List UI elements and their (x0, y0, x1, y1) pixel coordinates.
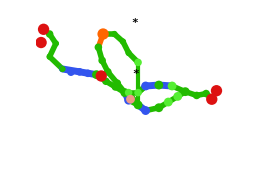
Circle shape (59, 66, 66, 72)
Circle shape (67, 68, 75, 76)
Circle shape (155, 81, 163, 89)
Circle shape (155, 103, 163, 112)
Circle shape (168, 82, 176, 90)
Circle shape (120, 88, 129, 97)
Circle shape (97, 28, 109, 40)
Circle shape (141, 106, 150, 115)
Circle shape (202, 90, 210, 97)
Circle shape (96, 70, 107, 82)
Text: *: * (133, 69, 140, 79)
Circle shape (114, 79, 121, 87)
Circle shape (112, 83, 119, 91)
Circle shape (120, 38, 126, 45)
Circle shape (98, 57, 106, 64)
Circle shape (92, 70, 101, 79)
Circle shape (206, 94, 217, 105)
Circle shape (134, 101, 143, 109)
Circle shape (104, 68, 112, 76)
Circle shape (181, 87, 190, 96)
Circle shape (46, 53, 53, 60)
Circle shape (102, 77, 110, 85)
Circle shape (125, 89, 132, 96)
Circle shape (126, 95, 135, 104)
Circle shape (124, 96, 133, 105)
Circle shape (193, 92, 200, 99)
Circle shape (38, 24, 49, 35)
Circle shape (35, 37, 47, 48)
Circle shape (94, 43, 102, 51)
Circle shape (76, 68, 83, 76)
Circle shape (141, 82, 150, 90)
Circle shape (173, 92, 182, 101)
Circle shape (111, 31, 118, 37)
Circle shape (134, 59, 142, 66)
Circle shape (126, 50, 132, 56)
Circle shape (134, 89, 142, 96)
Circle shape (211, 85, 222, 96)
Circle shape (46, 30, 54, 38)
Text: *: * (131, 18, 138, 28)
Circle shape (53, 40, 59, 47)
Circle shape (84, 70, 92, 77)
Circle shape (164, 98, 173, 106)
